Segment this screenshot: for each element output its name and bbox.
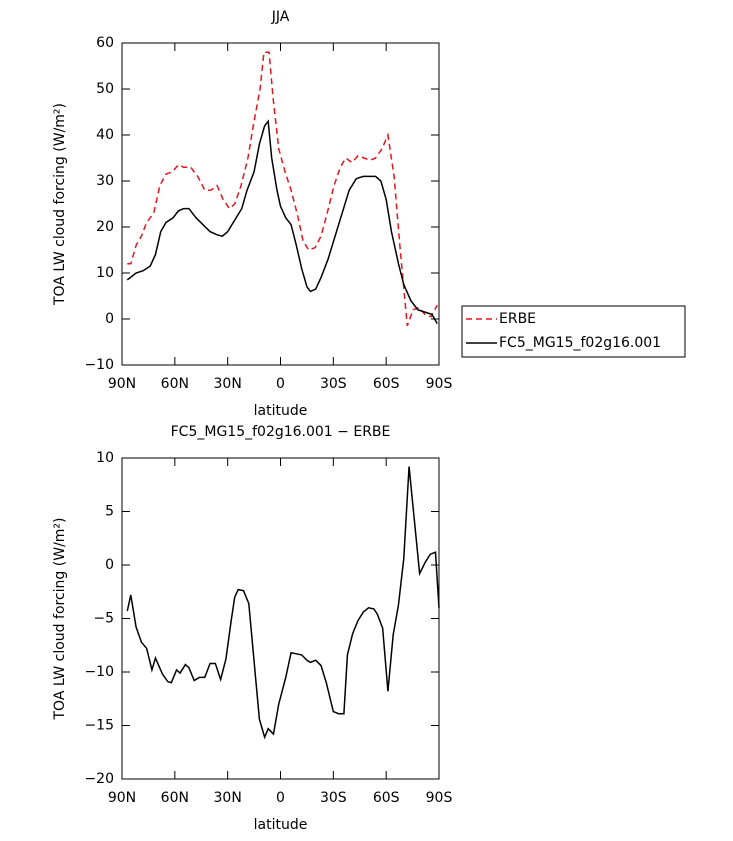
data-line [126, 466, 440, 740]
y-tick-label: −5 [93, 611, 114, 627]
chart-title: JJA [271, 9, 290, 25]
x-tick-label: 30S [320, 790, 347, 806]
x-tick-label: 0 [276, 790, 285, 806]
y-axis-label: TOA LW cloud forcing (W/m²) [52, 518, 68, 721]
chart-title: FC5_MG15_f02g16.001 − ERBE [171, 424, 391, 440]
y-tick-label: 40 [96, 127, 114, 143]
y-tick-label: −10 [84, 357, 114, 373]
x-axis-label: latitude [254, 817, 308, 833]
x-tick-label: 30N [214, 376, 242, 392]
y-tick-label: 0 [105, 557, 114, 573]
x-tick-label: 90S [426, 790, 453, 806]
x-tick-label: 90N [108, 376, 136, 392]
y-tick-label: 60 [96, 35, 114, 51]
legend-label: FC5_MG15_f02g16.001 [499, 335, 661, 351]
x-tick-label: 60S [373, 376, 400, 392]
y-tick-label: −10 [84, 664, 114, 680]
y-tick-label: 50 [96, 81, 114, 97]
y-axis-label: TOA LW cloud forcing (W/m²) [52, 103, 68, 306]
data-line [127, 51, 438, 327]
x-tick-label: 0 [276, 376, 285, 392]
x-tick-label: 60S [373, 790, 400, 806]
x-tick-label: 90N [108, 790, 136, 806]
y-tick-label: 30 [96, 173, 114, 189]
y-tick-label: 0 [105, 311, 114, 327]
y-tick-label: 5 [105, 504, 114, 520]
x-tick-label: 30N [214, 790, 242, 806]
y-tick-label: 10 [96, 450, 114, 466]
y-tick-label: 10 [96, 265, 114, 281]
data-line [126, 119, 438, 324]
legend-box [461, 305, 686, 358]
y-tick-label: 20 [96, 219, 114, 235]
y-tick-label: −15 [84, 718, 114, 734]
y-tick-label: −20 [84, 771, 114, 787]
x-tick-label: 30S [320, 376, 347, 392]
x-axis-label: latitude [254, 403, 308, 419]
x-tick-label: 90S [426, 376, 453, 392]
plot-frame [121, 457, 440, 780]
x-tick-label: 60N [161, 376, 189, 392]
legend-label: ERBE [499, 311, 536, 327]
x-tick-label: 60N [161, 790, 189, 806]
